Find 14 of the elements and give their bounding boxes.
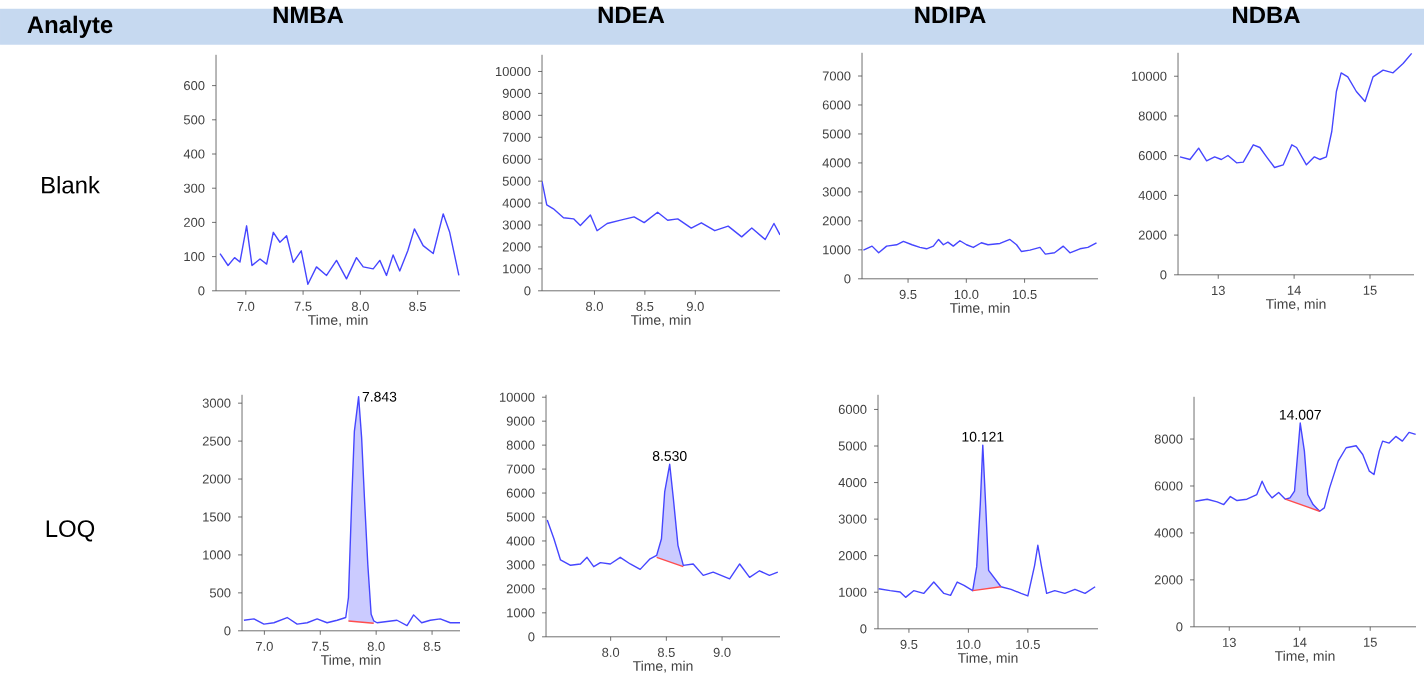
line-series (1179, 53, 1413, 169)
line-series (542, 181, 781, 241)
line-series (1194, 422, 1417, 513)
line-series (862, 239, 1098, 256)
line-series (878, 444, 1096, 599)
chart-title: NMBA (273, 7, 344, 24)
chart-title: NDIPA (915, 7, 986, 24)
chart-title: NDEA (598, 7, 665, 24)
line-series (546, 463, 779, 580)
text: Blank (42, 176, 100, 194)
line-series (219, 213, 460, 286)
text: Analyte (27, 16, 113, 39)
text: LOQ (46, 520, 95, 542)
chart-title: NDBA (1233, 7, 1300, 24)
